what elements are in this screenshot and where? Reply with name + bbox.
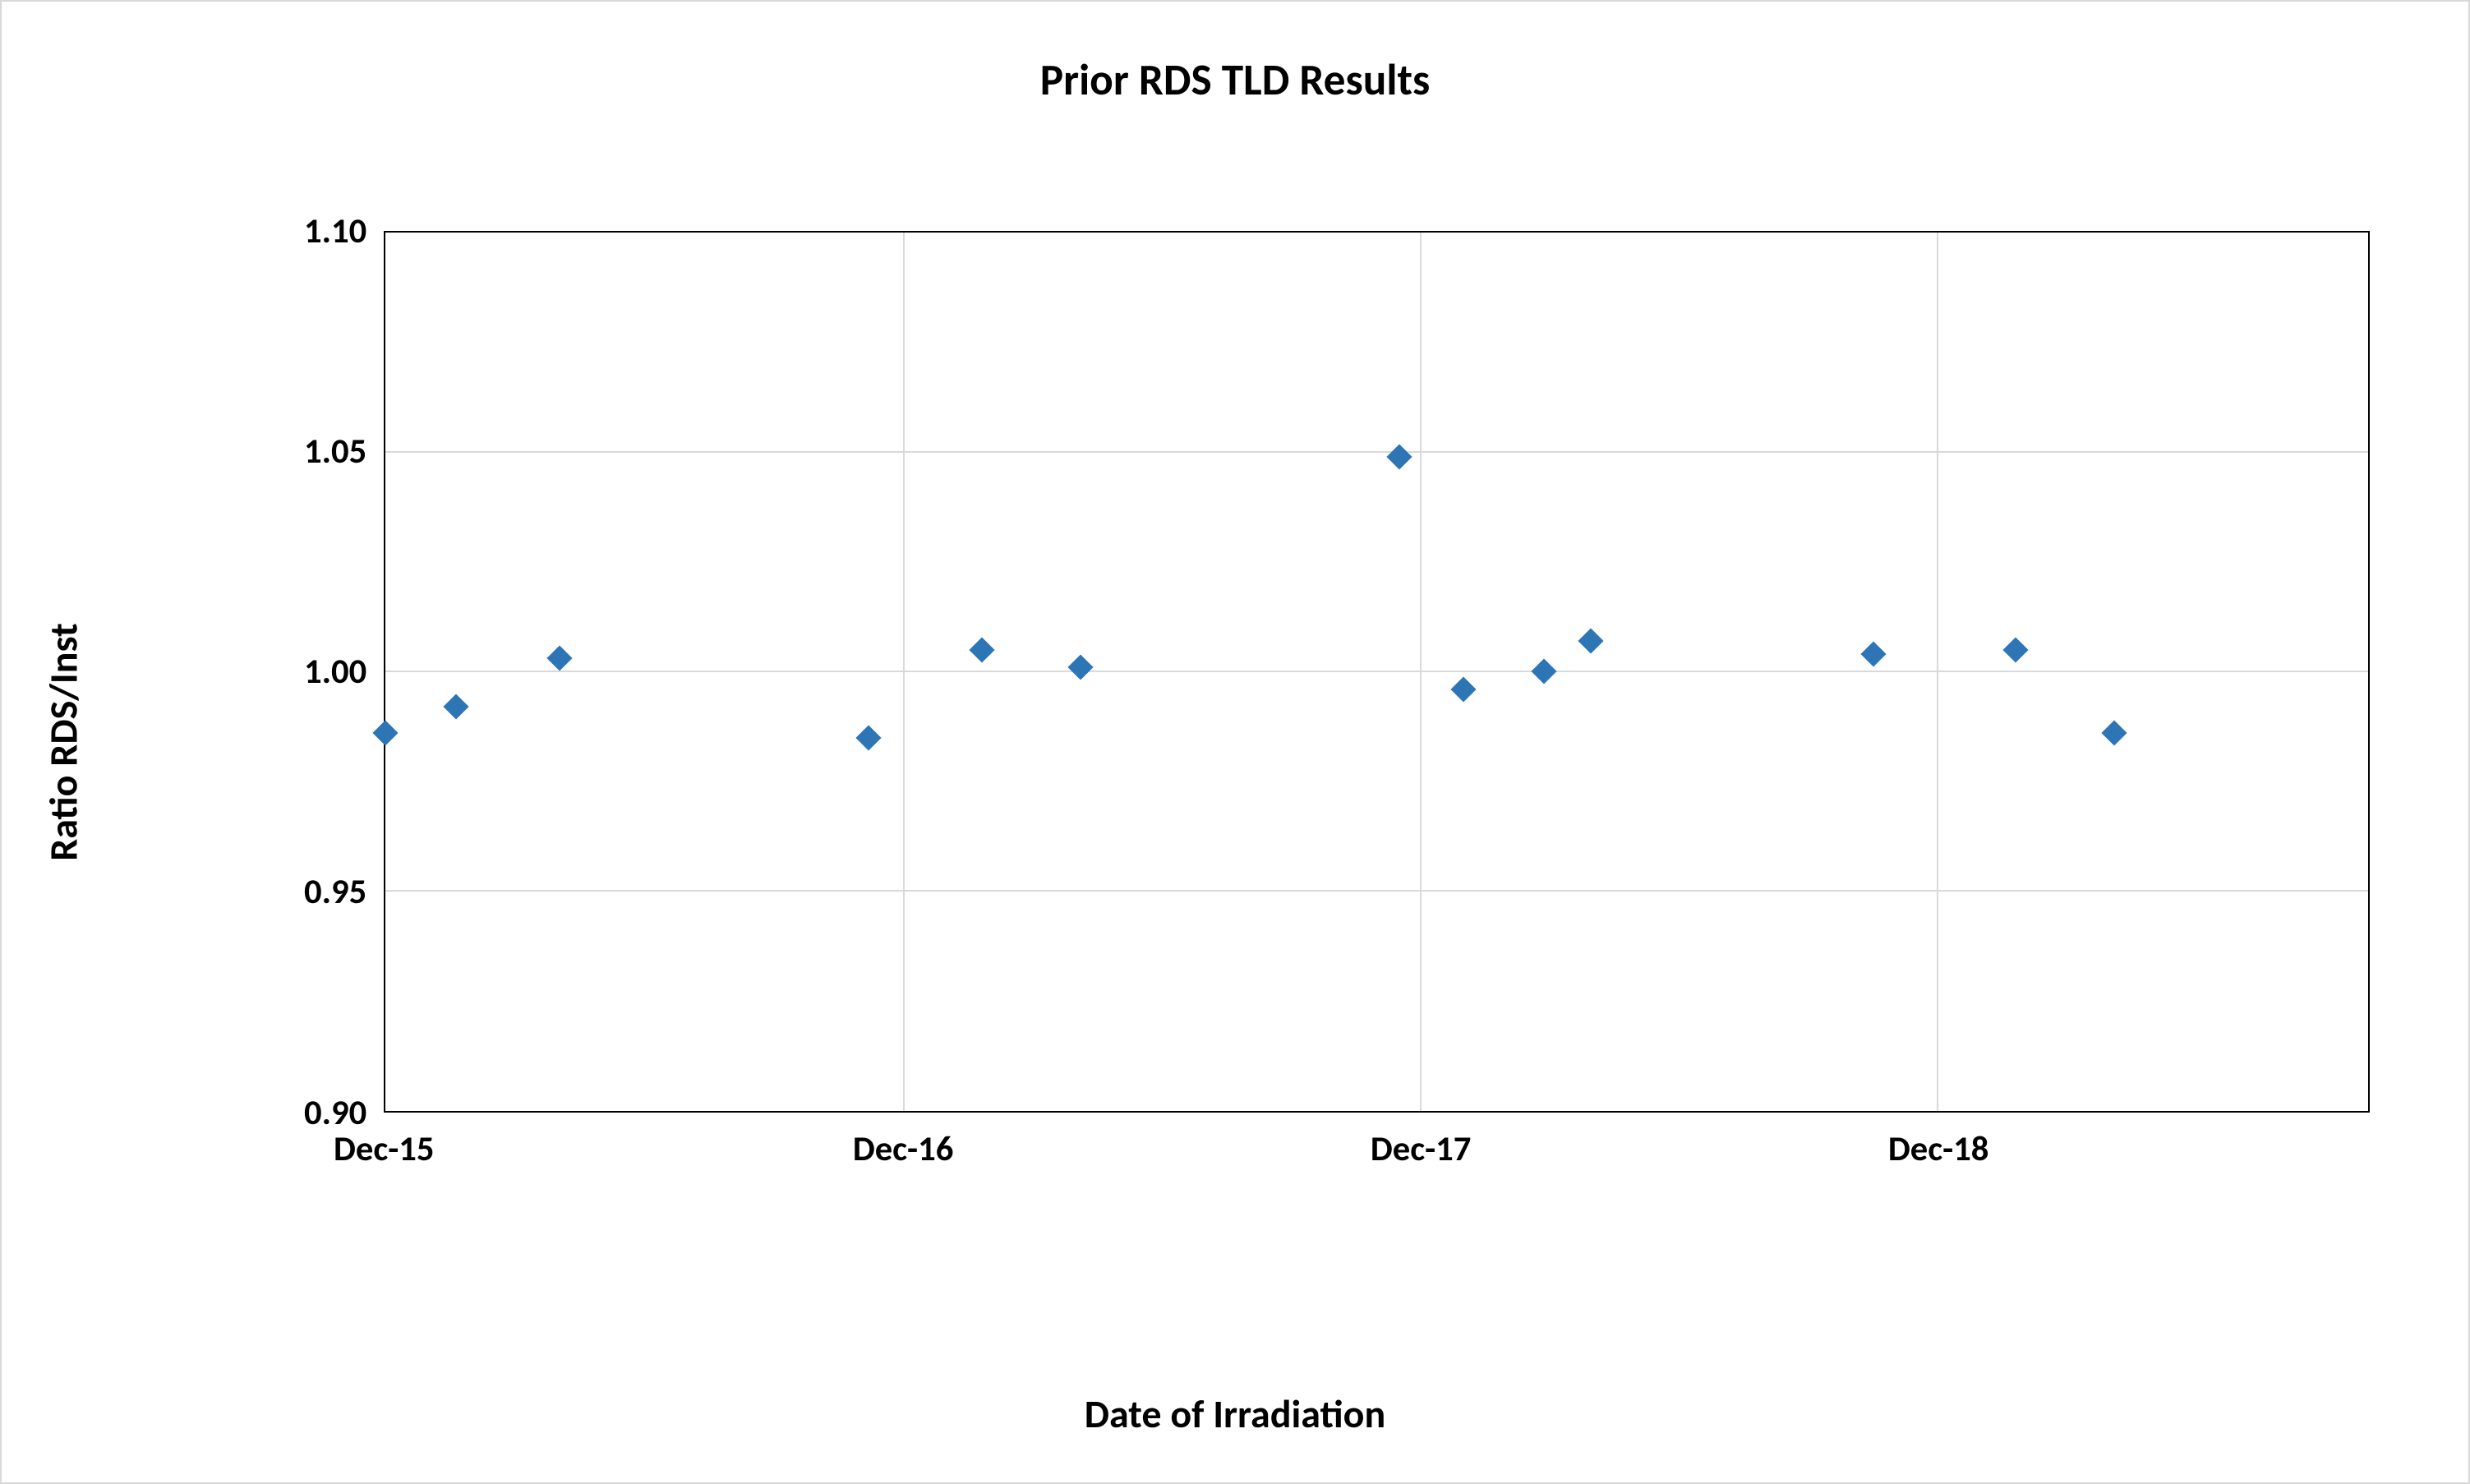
x-tick-label: Dec-17 <box>1371 1127 1472 1170</box>
data-point <box>1531 659 1556 684</box>
gridline-horizontal <box>385 890 2368 892</box>
y-axis-title: Ratio RDS/Inst <box>39 623 88 860</box>
gridline-horizontal <box>385 671 2368 672</box>
data-point <box>1387 444 1412 469</box>
y-tick-label: 0.90 <box>304 1091 366 1134</box>
x-tick-label: Dec-16 <box>853 1127 954 1170</box>
x-tick-label: Dec-18 <box>1888 1127 1989 1170</box>
y-tick-label: 0.95 <box>304 870 366 913</box>
data-point <box>1578 628 1603 653</box>
data-point <box>855 725 881 750</box>
data-point <box>1068 654 1094 680</box>
plot-area <box>384 231 2370 1112</box>
chart-container: Prior RDS TLD Results Ratio RDS/Inst Dat… <box>0 0 2470 1484</box>
data-point <box>1450 676 1476 702</box>
chart-title: Prior RDS TLD Results <box>2 53 2468 107</box>
data-point <box>2102 721 2127 746</box>
data-point <box>2002 637 2028 662</box>
y-tick-label: 1.00 <box>304 650 366 693</box>
data-point <box>1861 641 1887 666</box>
data-point <box>969 637 994 662</box>
y-tick-label: 1.05 <box>304 430 366 472</box>
data-point <box>444 694 469 720</box>
gridline-horizontal <box>385 451 2368 453</box>
data-point <box>547 646 573 671</box>
data-point <box>373 721 399 746</box>
y-tick-label: 1.10 <box>304 210 366 252</box>
x-axis-title: Date of Irradiation <box>2 1390 2468 1438</box>
